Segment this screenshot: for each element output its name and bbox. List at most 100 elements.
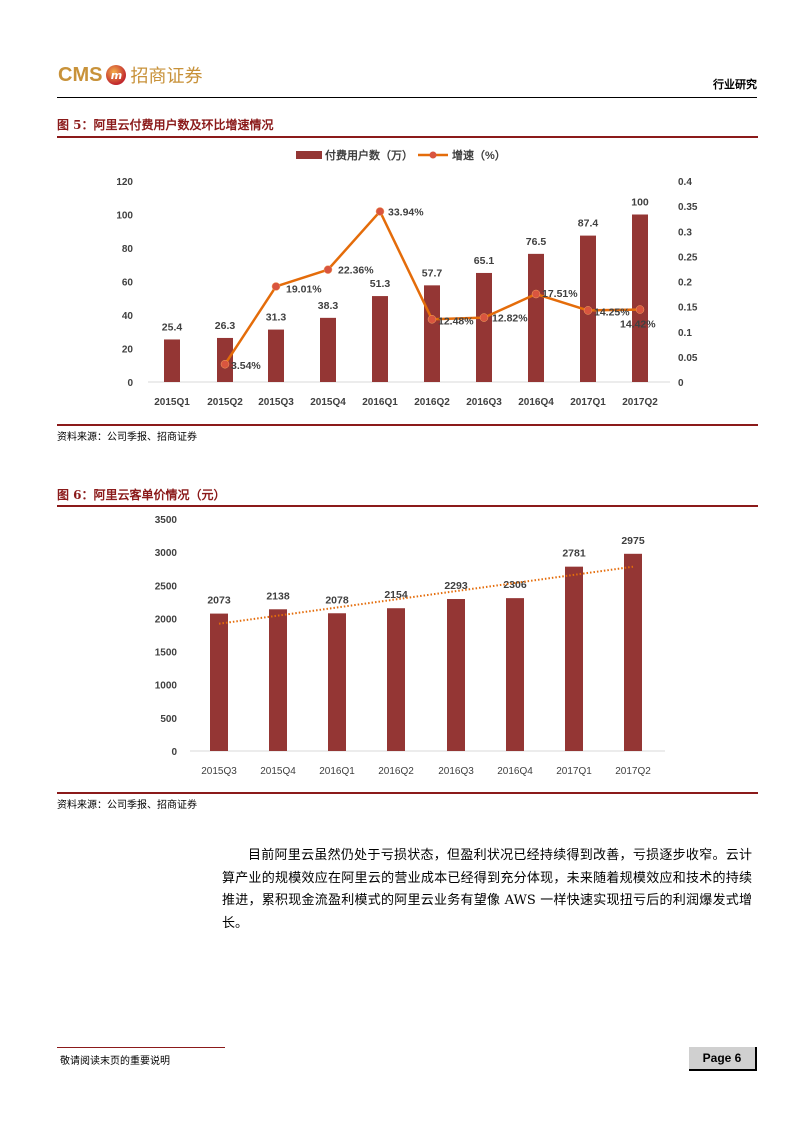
growth-marker: [427, 315, 437, 324]
right-axis-tick: 0.15: [678, 303, 698, 314]
body-paragraph-text: 目前阿里云虽然仍处于亏损状态，但盈利状况已经持续得到改善，亏损逐步收窄。云计算产…: [222, 848, 752, 931]
growth-marker: [635, 305, 645, 314]
left-axis-tick: 120: [116, 177, 133, 188]
bar: [328, 613, 346, 751]
growth-marker: [583, 306, 593, 315]
y-axis-tick: 1000: [155, 681, 178, 692]
bar: [565, 566, 583, 751]
x-axis-label: 2016Q3: [466, 397, 502, 408]
x-axis-label: 2016Q1: [319, 766, 355, 777]
figure6-title: 图 6：阿里云客单价情况（元）: [57, 488, 226, 502]
growth-marker: [479, 313, 489, 322]
logo-badge-icon: m: [106, 65, 127, 85]
left-axis-tick: 60: [122, 278, 134, 289]
bar-value-label: 2073: [207, 595, 231, 607]
footer-note: 敬请阅读末页的重要说明: [60, 1056, 170, 1067]
bar: [580, 235, 596, 382]
bar: [164, 339, 180, 382]
growth-marker: [323, 265, 333, 274]
figure5-right-axis: 0 0.05 0.1 0.15 0.2 0.25 0.3 0.35 0.4: [678, 177, 698, 389]
growth-label: 14.25%: [594, 306, 630, 318]
figure5-top-rule: [57, 136, 758, 138]
x-axis-label: 2015Q1: [154, 397, 190, 408]
bar: [268, 329, 284, 382]
logo-chinese-name: 招商证券: [130, 66, 203, 87]
right-axis-tick: 0.4: [678, 177, 692, 188]
bar-value-label: 2293: [444, 580, 468, 592]
figure5-growth-line: 3.54% 19.01% 22.36% 33.94% 12.48% 12.82% 17.51…: [220, 206, 656, 372]
growth-marker: [531, 289, 541, 299]
y-axis-tick: 3500: [155, 515, 178, 526]
x-axis-label: 2016Q1: [362, 397, 398, 408]
x-axis-label: 2017Q1: [570, 397, 606, 408]
company-logo: CMS m 招商证券: [58, 62, 202, 88]
bar-value-label: 26.3: [215, 320, 236, 332]
left-axis-tick: 40: [122, 311, 134, 322]
figure5-bars: 25.4 26.3 31.3 38.3 51.3 57.7 65.1 76.5 87.4 100: [162, 197, 649, 382]
growth-label: 19.01%: [286, 283, 322, 295]
y-axis-tick: 500: [160, 714, 177, 725]
bar-value-label: 2781: [562, 548, 586, 560]
right-axis-tick: 0.25: [678, 252, 698, 263]
bar: [387, 608, 405, 751]
right-axis-tick: 0.35: [678, 202, 698, 213]
figure6-top-rule: [57, 505, 758, 507]
figure6-source: 资料来源：公司季报、招商证券: [57, 800, 197, 811]
y-axis-tick: 0: [171, 747, 177, 758]
bar: [528, 253, 544, 382]
page-number: Page 6: [689, 1047, 757, 1071]
bar-value-label: 2138: [266, 590, 290, 602]
growth-label: 3.54%: [231, 360, 261, 372]
bar-value-label: 2078: [325, 594, 349, 606]
left-axis-tick: 20: [122, 345, 134, 356]
x-axis-label: 2015Q2: [207, 397, 243, 408]
x-axis-label: 2015Q3: [258, 397, 294, 408]
bar-value-label: 76.5: [526, 236, 547, 248]
growth-label: 22.36%: [338, 265, 374, 277]
bar: [632, 214, 648, 382]
bar: [210, 613, 228, 751]
x-axis-label: 2016Q2: [414, 397, 450, 408]
bar: [320, 317, 336, 382]
right-axis-tick: 0.2: [678, 278, 692, 289]
figure5-bottom-rule: [57, 424, 758, 426]
bar-value-label: 100: [631, 197, 649, 209]
bar-value-label: 38.3: [318, 300, 339, 312]
x-axis-label: 2016Q3: [438, 766, 474, 777]
x-axis-label: 2015Q4: [310, 397, 346, 408]
legend-line-marker-icon: [429, 151, 437, 159]
growth-label: 17.51%: [542, 288, 578, 300]
logo-text: CMS: [58, 63, 103, 86]
bar-value-label: 57.7: [422, 267, 443, 279]
x-axis-label: 2017Q2: [622, 397, 658, 408]
bar-value-label: 65.1: [474, 255, 495, 267]
x-axis-label: 2017Q2: [615, 766, 651, 777]
left-axis-tick: 80: [122, 244, 134, 255]
figure6-trendline: [218, 565, 634, 625]
bar: [269, 609, 287, 751]
bar-value-label: 2975: [621, 535, 645, 547]
bar-value-label: 31.3: [266, 312, 287, 324]
growth-label: 14.42%: [620, 319, 656, 331]
growth-label: 12.48%: [438, 315, 474, 327]
x-axis-label: 2015Q4: [260, 766, 296, 777]
bar: [424, 285, 440, 382]
bar: [624, 553, 642, 751]
figure5-x-labels: 2015Q1 2015Q2 2015Q3 2015Q4 2016Q1 2016Q2 2016…: [154, 397, 658, 408]
bar-value-label: 2306: [503, 579, 527, 591]
header-divider: [57, 97, 757, 98]
figure6-y-axis: 0 500 1000 1500 2000 2500 3000 3500: [155, 515, 178, 758]
y-axis-tick: 2500: [155, 581, 178, 592]
growth-marker: [375, 207, 385, 216]
y-axis-tick: 3000: [155, 548, 178, 559]
figure5-left-axis: 0 20 40 60 80 100 120: [116, 177, 133, 389]
x-axis-label: 2016Q4: [518, 397, 554, 408]
bar: [506, 598, 524, 751]
bar: [447, 599, 465, 751]
figure5-source: 资料来源：公司季报、招商证券: [57, 432, 197, 443]
y-axis-tick: 2000: [155, 614, 178, 625]
growth-label: 12.82%: [492, 313, 528, 325]
section-label: 行业研究: [713, 78, 757, 91]
bar-value-label: 87.4: [578, 218, 599, 230]
